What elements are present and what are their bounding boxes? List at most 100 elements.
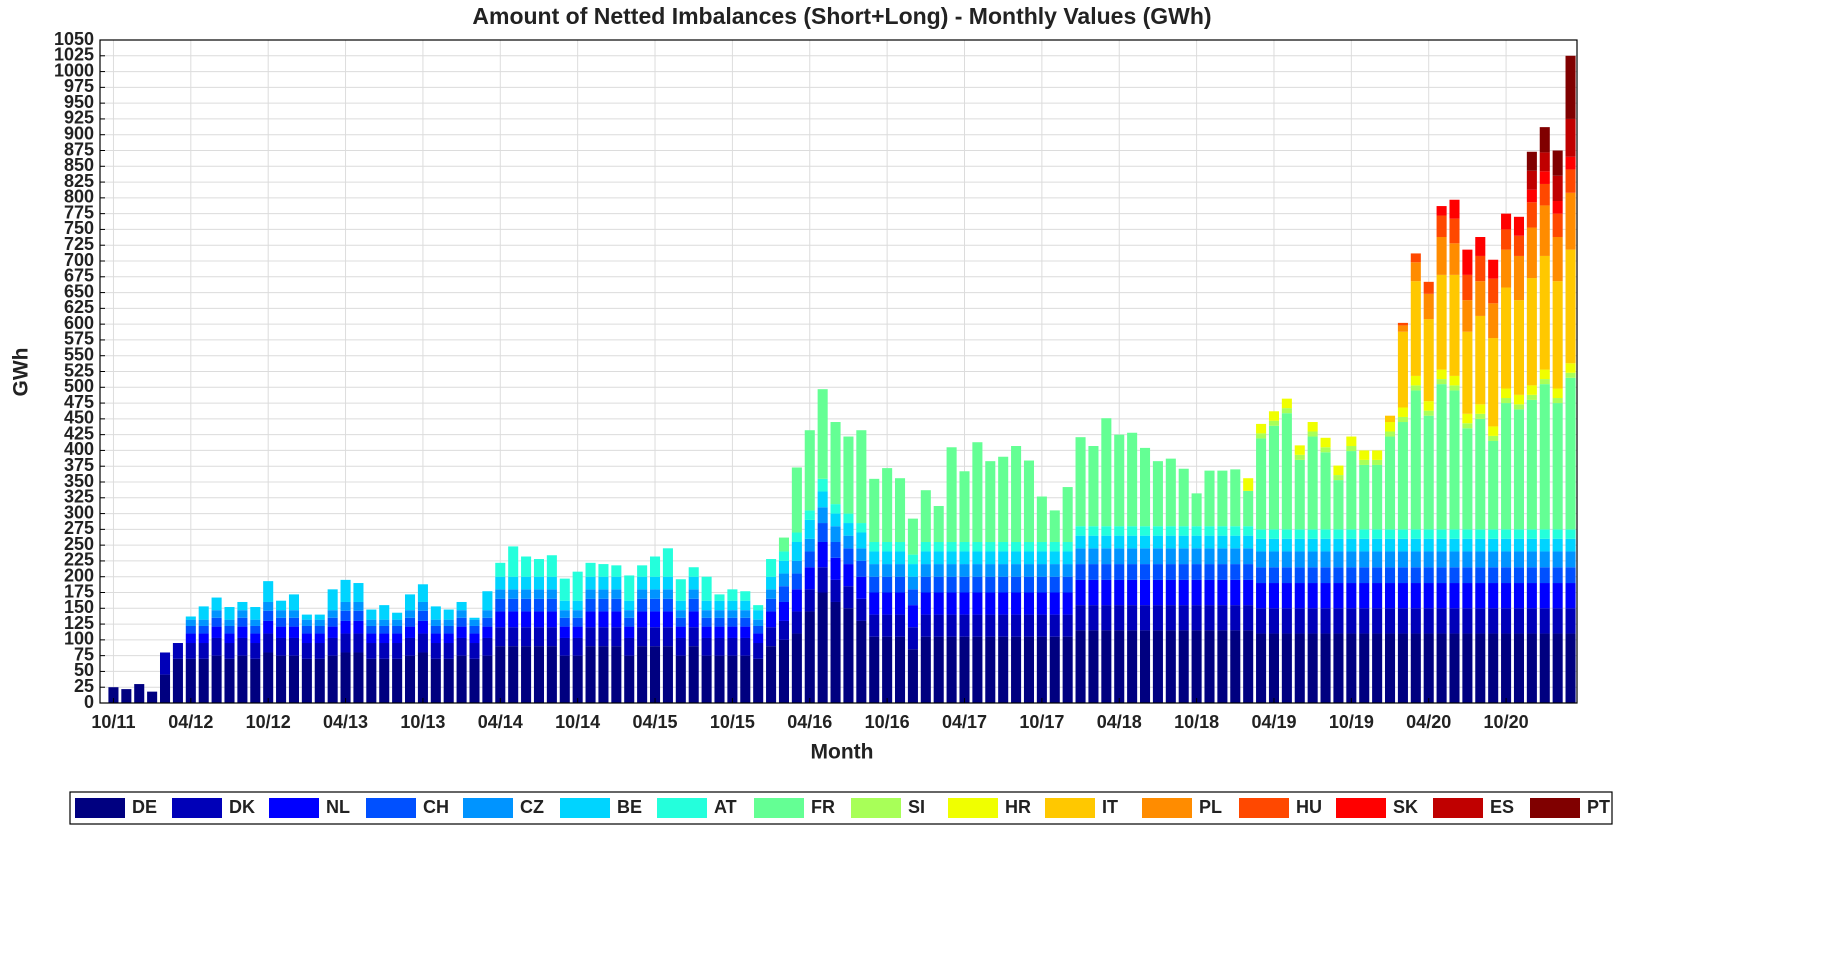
bar-segment [533,627,545,647]
bar-segment [1513,633,1525,703]
bar-segment [456,626,467,638]
x-tick-label: 10/17 [1019,712,1064,732]
bar-segment [1204,548,1215,565]
bar-segment [1410,262,1421,282]
legend-swatch [851,798,901,818]
bar-segment [1423,319,1434,402]
bar-segment [1475,538,1486,552]
bar-segment [869,576,880,593]
bar-segment [1475,315,1486,405]
legend-swatch [75,798,125,818]
legend-swatch [1530,798,1580,818]
bar-segment [830,541,841,558]
bar-segment [1191,535,1202,549]
bar-segment [1281,633,1292,703]
bar-segment [1127,432,1138,527]
bar-segment [1152,548,1163,565]
bar-segment [624,617,635,627]
bar-segment [1513,583,1525,609]
bar-segment [1462,583,1473,609]
bar-segment [1539,567,1550,584]
x-tick-label: 10/15 [710,712,755,732]
bar-segment [572,626,583,638]
bar-segment [727,589,738,601]
bar-segment [637,576,648,590]
bar-segment [1526,278,1537,386]
bar-segment [907,627,918,650]
bar-segment [1565,529,1576,539]
bar-segment [882,614,893,637]
bar-segment [1127,548,1138,565]
bar-segment [417,601,428,611]
bar-segment [340,652,351,703]
bar-segment [1333,583,1344,609]
bar-segment [1565,169,1576,193]
bar-segment [972,442,983,542]
bar-segment [211,637,222,656]
bar-segment [1449,390,1460,530]
bar-segment [1488,608,1499,634]
bar-segment [1552,608,1563,634]
bar-segment [662,548,673,577]
bar-segment [1372,608,1383,634]
bar-segment [1436,215,1447,238]
bar-segment [1320,452,1331,530]
bar-segment [1384,431,1396,437]
bar-segment [1268,538,1280,552]
bar-segment [1410,608,1421,634]
bar-segment [288,626,300,638]
bar-segment [1397,583,1408,609]
bar-segment [1256,433,1267,439]
bar-segment [753,658,764,703]
bar-segment [1139,548,1151,565]
bar-segment [1256,583,1267,609]
bar-segment [1488,440,1499,530]
bar-segment [1410,529,1421,539]
bar-segment [933,541,944,552]
bar-segment [1127,579,1138,606]
y-tick-label: 150 [64,597,94,617]
bar-segment [379,625,390,634]
bar-segment [598,627,609,647]
bar-segment [1307,422,1318,432]
bar-segment [1139,526,1151,536]
bar-segment [1397,633,1408,703]
bar-segment [1127,605,1138,631]
bar-segment [1475,567,1486,584]
bar-segment [1011,636,1022,703]
bar-segment [1436,551,1447,568]
bar-segment [1204,630,1215,703]
bar-segment [869,478,880,542]
bar-segment [533,611,545,628]
bar-segment [972,592,983,615]
bar-segment [1552,150,1563,176]
bar-segment [998,614,1009,637]
axes: 0255075100125150175200225250275300325350… [54,29,1529,732]
bar-segment [1501,551,1512,568]
bar-segment [430,606,441,620]
bar-segment [1178,605,1189,631]
bar-segment [1384,538,1396,552]
y-tick-label: 350 [64,471,94,491]
bar-segment [1462,633,1473,703]
bar-segment [585,562,596,577]
bar-segment [237,637,248,656]
bar-segment [727,617,738,627]
bar-segment [920,592,931,615]
bar-segment [1062,551,1073,565]
legend-swatch [1239,798,1289,818]
bar-segment [985,636,996,703]
bar-segment [662,646,673,703]
bar-segment [1320,437,1331,448]
bar-segment [714,617,725,627]
bar-segment [920,564,931,577]
bar-segment [276,610,287,618]
bar-segment [379,605,390,620]
bar-segment [1384,567,1396,584]
bar-segment [482,610,493,618]
bar-segment [1320,583,1331,609]
bar-segment [1488,259,1499,279]
bar-segment [482,655,493,703]
bar-segment [778,639,790,703]
y-tick-label: 825 [64,171,94,191]
